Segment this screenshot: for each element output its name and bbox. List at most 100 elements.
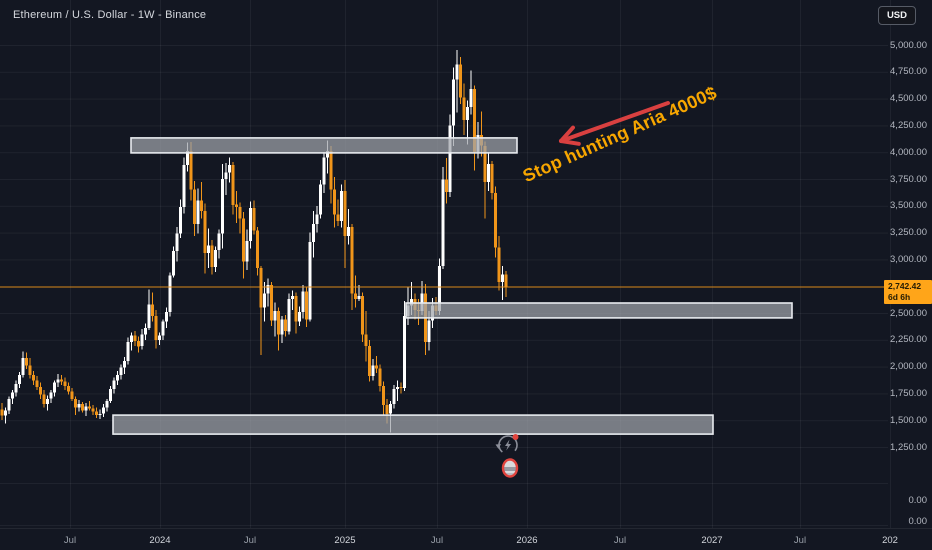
price-axis-label: 0.00 bbox=[908, 515, 928, 527]
candle-up bbox=[179, 206, 182, 234]
candle-down bbox=[88, 406, 91, 409]
price-axis-label: 3,000.00 bbox=[890, 253, 927, 265]
candle-up bbox=[126, 341, 130, 362]
candle-down bbox=[137, 340, 140, 347]
candle-down bbox=[42, 394, 46, 405]
candle-up bbox=[403, 316, 406, 388]
currency-toggle-button[interactable]: USD bbox=[877, 6, 916, 25]
chart-pan-area[interactable] bbox=[0, 0, 886, 528]
candle-down bbox=[490, 164, 494, 193]
vertical-gridline bbox=[70, 0, 71, 528]
candle-up bbox=[49, 392, 53, 399]
vertical-gridline bbox=[527, 0, 528, 528]
candle-down bbox=[473, 89, 476, 153]
candle-down bbox=[459, 64, 462, 98]
candle-down bbox=[343, 190, 347, 236]
candle-down bbox=[483, 145, 487, 183]
horizontal-gridline bbox=[0, 483, 888, 484]
time-axis-label-jul: Jul bbox=[243, 535, 257, 546]
candle-wick bbox=[292, 290, 293, 310]
symbol-title: Ethereum / U.S. Dollar - 1W - Binance bbox=[13, 9, 207, 21]
candle-down bbox=[235, 204, 238, 207]
candle-down bbox=[294, 295, 298, 322]
candle-up bbox=[53, 382, 56, 393]
zone-support-2500[interactable] bbox=[405, 302, 793, 319]
price-axis-label: 4,750.00 bbox=[890, 66, 927, 78]
candle-wick bbox=[236, 190, 237, 223]
vertical-gridline bbox=[800, 0, 801, 528]
candle-down bbox=[95, 411, 98, 415]
candle-down bbox=[231, 165, 235, 205]
candle-up bbox=[438, 265, 441, 311]
price-axis[interactable]: 5,000.00 4,750.00 4,500.00 4,250.00 4,000.00… bbox=[884, 0, 932, 528]
candle-down bbox=[382, 385, 385, 406]
candle-up bbox=[144, 328, 147, 335]
candle-wick bbox=[348, 209, 349, 245]
horizontal-gridline bbox=[0, 393, 888, 395]
time-axis-label-2024: 2024 bbox=[149, 535, 171, 546]
candle-down bbox=[462, 97, 466, 120]
candle-up bbox=[501, 274, 504, 282]
candle-down bbox=[0, 409, 4, 416]
candle-up bbox=[466, 107, 469, 121]
candle-down bbox=[242, 218, 245, 262]
time-axis-label-2027: 2027 bbox=[701, 535, 723, 546]
candle-up bbox=[452, 79, 455, 126]
candle-down bbox=[375, 365, 378, 369]
horizontal-gridline bbox=[0, 339, 888, 341]
vertical-gridline bbox=[712, 0, 713, 528]
candle-down bbox=[277, 310, 280, 335]
candle-down bbox=[284, 319, 287, 332]
candle-down bbox=[252, 207, 256, 231]
avatar-band bbox=[503, 467, 517, 471]
candle-up bbox=[389, 404, 392, 414]
price-axis-label: 2,500.00 bbox=[890, 307, 927, 319]
candle-up bbox=[186, 151, 189, 165]
candle-down bbox=[67, 385, 70, 392]
candle-up bbox=[308, 242, 312, 320]
candle-wick bbox=[502, 265, 503, 301]
time-axis[interactable]: Jul 2024 Jul 2025 Jul 2026 Jul 2027 Jul 202 bbox=[0, 528, 932, 550]
candle-up bbox=[287, 299, 291, 332]
candle-up bbox=[207, 245, 210, 253]
candle-up bbox=[392, 389, 396, 405]
price-axis-label: 5,000.00 bbox=[890, 39, 927, 51]
candle-up bbox=[21, 358, 25, 376]
candle-up bbox=[263, 293, 266, 308]
arrowhead bbox=[495, 444, 501, 449]
candle-wick bbox=[358, 285, 360, 302]
candle-up bbox=[319, 184, 322, 215]
candle-down bbox=[60, 379, 63, 382]
refresh-bolt-icon[interactable] bbox=[495, 432, 520, 457]
price-axis-label: 1,750.00 bbox=[890, 387, 927, 399]
time-axis-label-2025: 2025 bbox=[334, 535, 356, 546]
vertical-gridline bbox=[160, 0, 161, 528]
arrow-head bbox=[559, 125, 575, 143]
candle-up bbox=[123, 361, 126, 368]
candle-up bbox=[273, 310, 277, 321]
candle-down bbox=[256, 230, 259, 268]
candle-up bbox=[455, 64, 459, 80]
alert-dot bbox=[512, 434, 519, 440]
candle-down bbox=[91, 408, 95, 412]
current-price-line bbox=[0, 286, 888, 288]
candle-up bbox=[469, 89, 473, 108]
candle-down bbox=[81, 404, 84, 411]
candle-up bbox=[7, 398, 11, 411]
arrow-line[interactable] bbox=[559, 101, 670, 143]
candle-down bbox=[28, 365, 32, 376]
zone-resistance-4000[interactable] bbox=[130, 137, 518, 154]
candle-down bbox=[270, 285, 273, 321]
zone-support-1500[interactable] bbox=[112, 414, 714, 435]
candle-up bbox=[326, 151, 329, 158]
price-axis-label: 2,000.00 bbox=[890, 361, 927, 373]
time-axis-label-jul: Jul bbox=[430, 535, 444, 546]
price-axis-label: 2,250.00 bbox=[890, 334, 927, 346]
candle-wick bbox=[411, 281, 412, 316]
candle-up bbox=[84, 406, 88, 411]
candle-up bbox=[116, 375, 119, 381]
avatar-sticker-icon[interactable] bbox=[501, 458, 519, 478]
candle-down bbox=[200, 200, 203, 212]
candle-down bbox=[189, 151, 193, 190]
